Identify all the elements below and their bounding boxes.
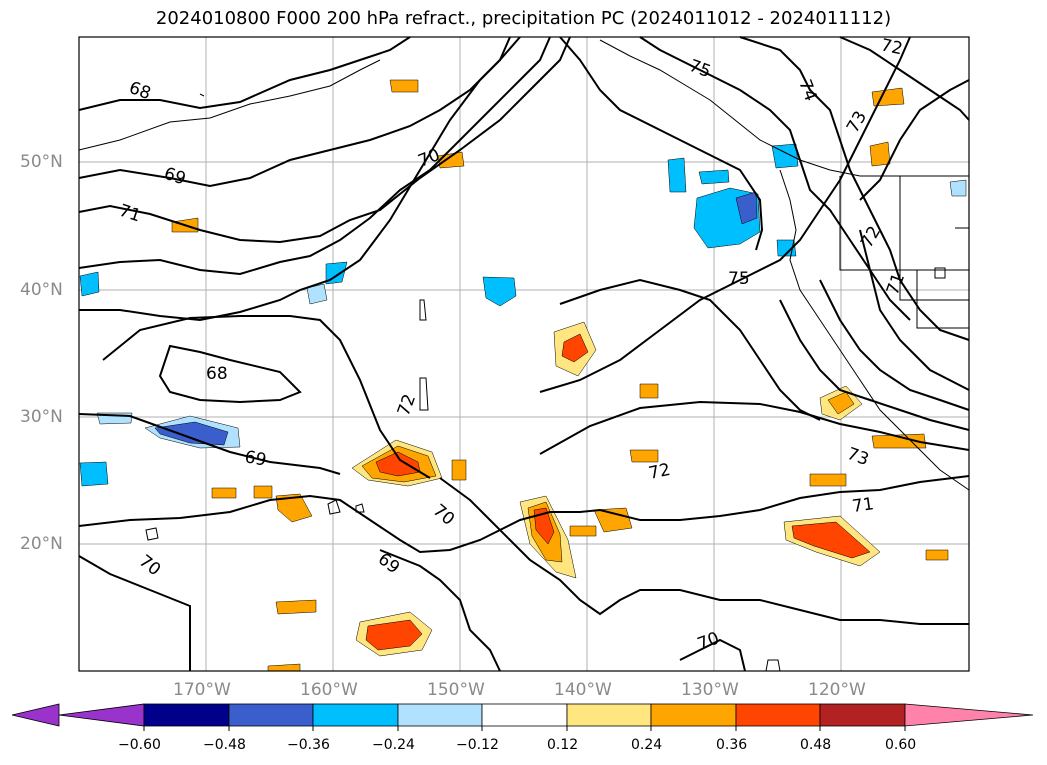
precip-positive-area [275,599,317,615]
precip-negative-area [735,191,758,225]
colorbar-ticks [143,726,906,731]
colorbar-tick-label: 0.48 [800,737,832,753]
colorbar-left-arrow [11,703,60,727]
contour-label: 73 [843,108,871,137]
colorbar-tick-label: −0.24 [372,737,415,753]
colorbar-segment [228,703,314,727]
contour-label: 70 [415,145,443,172]
precip-negative-area [698,169,730,185]
colorbar-tick-label: −0.12 [456,737,499,753]
colorbar-tick-label: 0.60 [885,737,917,753]
precip-positive-area [275,493,313,523]
contour-label: 70 [429,501,458,530]
lon-label: 140°W [554,680,612,700]
precip-negative-area [482,276,517,307]
precip-negative-area [667,157,687,193]
colorbar-segment [735,703,821,727]
contour-label: 72 [879,35,904,59]
colorbar-segment [397,703,483,727]
lon-label: 160°W [300,680,358,700]
contour-label: 71 [116,201,143,227]
lat-label: 50°N [20,152,63,172]
colorbar-segment [650,703,737,727]
lon-label: 120°W [808,680,866,700]
precip-positive-area [827,391,855,415]
contour-label: 72 [647,460,672,484]
lon-label: 150°W [427,680,485,700]
colorbar-segment [566,703,652,727]
precip-negative-area [949,179,967,197]
precip-negative-area [79,461,109,487]
contour-label: 69 [161,164,188,190]
precip-negative-area [154,421,229,446]
contour-label: 72 [394,392,420,419]
colorbar-segment [481,703,568,727]
precip-positive-area [869,141,891,167]
precip-positive-area [569,525,597,537]
contour-label: 70 [135,551,164,580]
contour-labels: 68 69 71 70 68 69 72 70 69 70 72 73 71 7… [116,35,909,654]
gridlines [79,37,969,671]
colorbar-tick-label: 0.36 [716,737,748,753]
precip-positive-area [629,449,659,463]
contour-label: 68 [206,364,228,384]
refractivity-contours [78,36,970,672]
colorbar-tick-label: −0.48 [203,737,246,753]
colorbar-segment [143,703,230,727]
precip-positive-area [871,87,905,107]
precip-positive-area [389,79,419,93]
contour-label: 73 [844,444,871,470]
contour-label: 69 [243,447,268,470]
map-frame [78,36,970,672]
colorbar-segment [819,703,906,727]
precip-negative-area [79,271,100,297]
colorbar-tick-label: 0.12 [547,737,579,753]
contour-label: 75 [686,56,713,82]
precip-positive-area [925,549,949,561]
colorbar-segment [904,703,1034,727]
precip-positive-area [211,487,237,499]
colorbar [11,703,1034,727]
lon-label: 170°W [173,680,231,700]
precip-positive-area [791,521,871,559]
colorbar-segment [312,703,399,727]
lon-label: 130°W [681,680,739,700]
contour-label: 69 [374,549,403,578]
precip-positive-area [451,459,467,481]
precip-positive-area [561,333,589,363]
colorbar-tick-label: 0.24 [631,737,663,753]
lat-label: 20°N [20,534,63,554]
precipitation-shading [79,79,967,672]
contour-label: 74 [794,77,820,104]
map-title: 2024010800 F000 200 hPa refract., precip… [155,8,892,29]
lat-label: 30°N [20,407,63,427]
contour-label: 71 [851,494,875,517]
precip-positive-area [593,507,633,533]
precip-positive-area [871,433,927,449]
precip-positive-area [437,151,465,169]
colorbar-tick-label: −0.36 [287,737,330,753]
precip-positive-area [809,473,847,487]
colorbar-segment [58,703,145,727]
precip-positive-area [639,383,659,399]
precip-positive-area [267,663,301,672]
coastlines [78,39,970,672]
precip-positive-area [253,485,273,499]
precip-positive-area [365,619,423,651]
precip-positive-area [533,507,555,545]
colorbar-tick-label: −0.60 [118,737,161,753]
contour-label: 72 [857,223,885,252]
precip-negative-area [306,283,328,305]
lat-label: 40°N [20,280,63,300]
contour-label: 75 [728,269,750,289]
precip-negative-area [771,143,799,169]
